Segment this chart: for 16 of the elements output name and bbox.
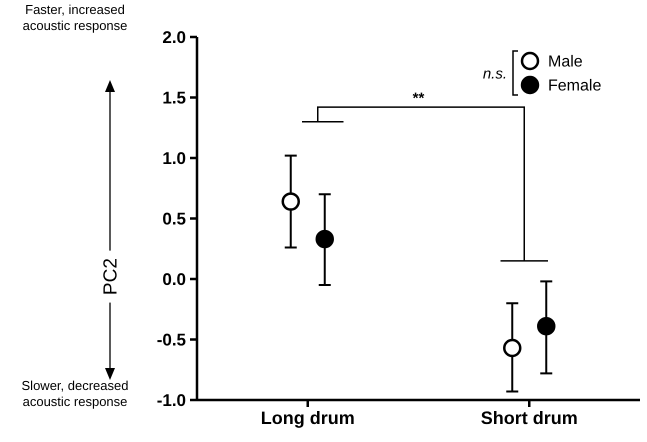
- y-tick-label: 1.5: [162, 88, 186, 108]
- x-tick-label: Short drum: [480, 408, 578, 428]
- legend-label: Female: [548, 78, 602, 95]
- y-tick-label: -1.0: [156, 390, 186, 410]
- text: Faster, increased acoustic response: [22, 2, 128, 33]
- annotation: n.s.: [482, 65, 507, 82]
- y-axis-title: PC2: [100, 258, 122, 296]
- y-tick-label: 0.0: [162, 270, 186, 289]
- y-tick-label: 0.5: [162, 209, 186, 228]
- x-tick-label: Long drum: [260, 408, 355, 428]
- y-tick-label: 1.0: [162, 148, 186, 168]
- text: Slower, decreased acoustic response: [22, 378, 128, 409]
- legend-label: Male: [548, 54, 583, 71]
- annotation: **: [412, 90, 424, 108]
- y-tick-label: -0.5: [156, 330, 186, 350]
- y-tick-label: 2.0: [162, 28, 186, 47]
